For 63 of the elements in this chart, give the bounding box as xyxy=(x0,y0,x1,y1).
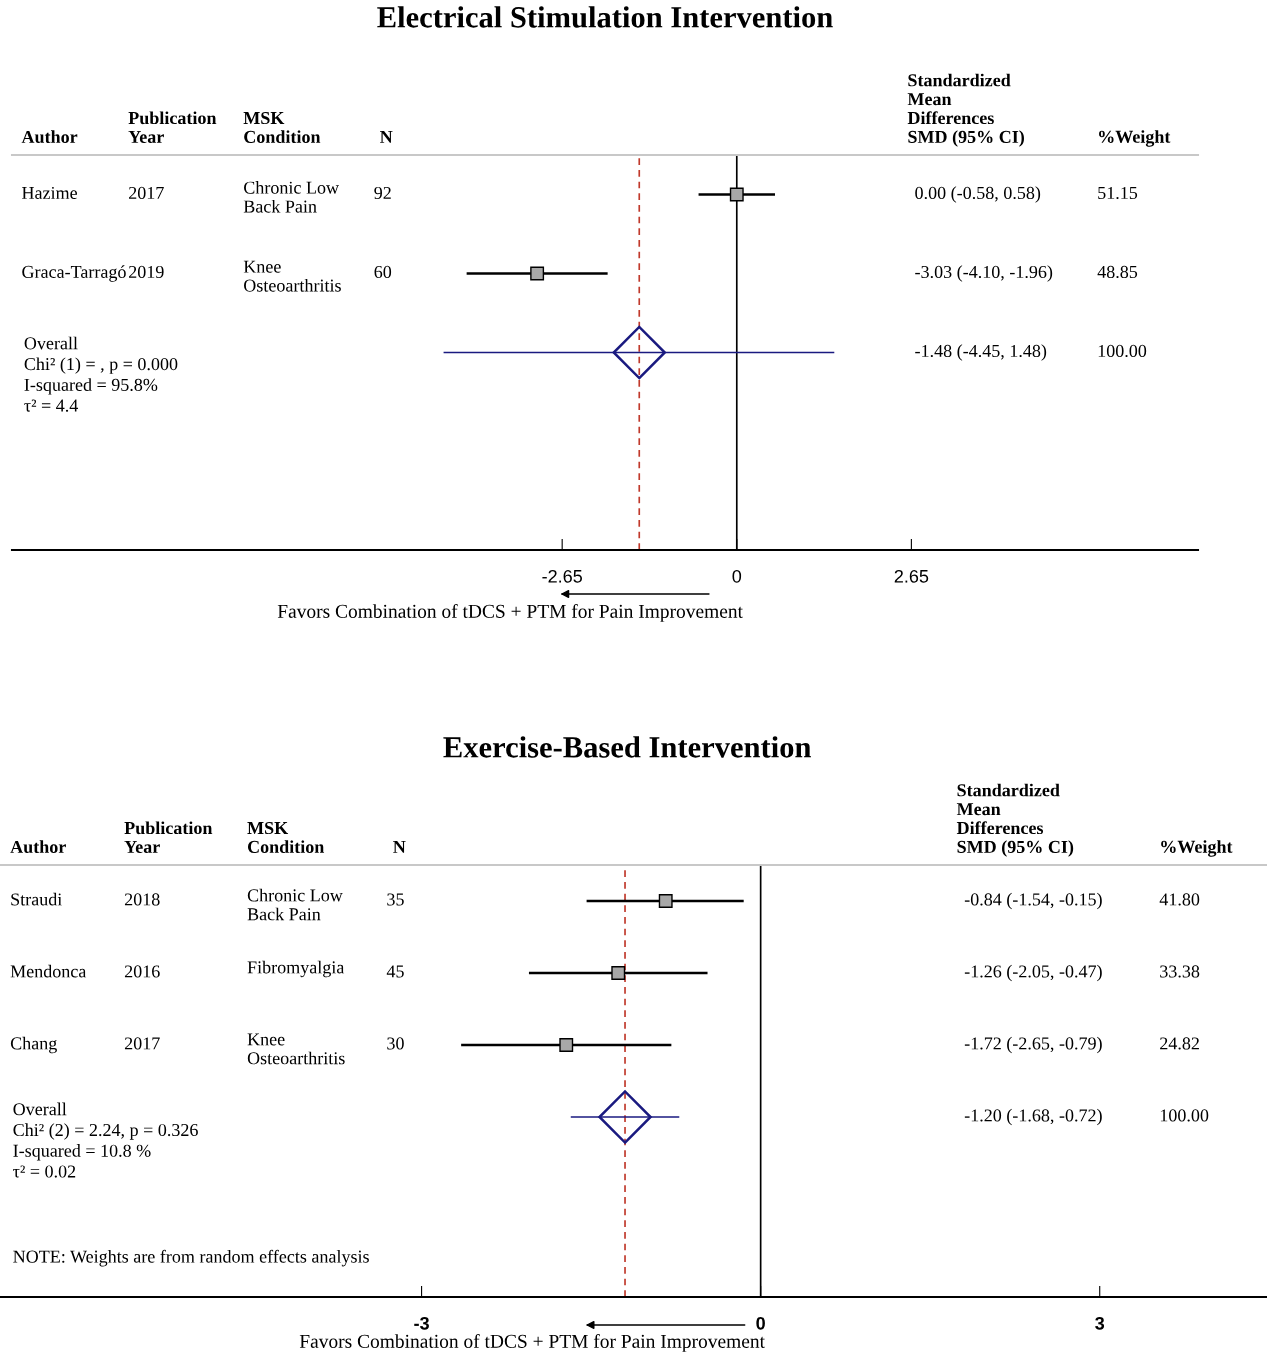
annotation: 41.80 xyxy=(1159,893,1200,906)
text: Author xyxy=(10,840,66,854)
annotation: Overall Chi² (1) = , p = 0.000 I-squared = 95.8% τ² = 4.4 xyxy=(24,336,178,412)
annotation: 100.00 xyxy=(1098,344,1147,358)
annotation: 92 xyxy=(374,186,391,200)
text: N xyxy=(393,841,406,853)
x-tick-label: 0 xyxy=(732,569,742,583)
annotation: 2018 xyxy=(124,893,160,906)
annotation: 45 xyxy=(386,965,404,978)
annotation: Chronic Low Back Pain xyxy=(247,888,343,921)
point xyxy=(658,894,673,908)
point xyxy=(611,966,626,980)
text: %Weight xyxy=(1099,130,1171,147)
category-label: Hazime xyxy=(22,186,77,200)
annotation: 2017 xyxy=(129,186,164,200)
annotation: 60 xyxy=(374,265,392,279)
annotation: Overall Chi² (2) = 2.24, p = 0.326 I-squared = 10.8 % τ² = 0.02 xyxy=(13,1102,198,1178)
annotation: Knee Osteoarthritis xyxy=(247,1033,345,1065)
text: Standardized Mean Differences SMD (95% CI) xyxy=(956,783,1074,857)
category-label: Graca-Tarragó xyxy=(22,265,126,282)
annotation: Chronic Low Back Pain xyxy=(243,181,339,213)
text: MSK Condition xyxy=(247,821,325,853)
annotation: -1.72 (-2.65, -0.79) xyxy=(964,1036,1102,1054)
annotation: 48.85 xyxy=(1097,265,1138,279)
chart-title: Electrical Stimulation Intervention xyxy=(377,6,833,28)
annotation: Fibromyalgia xyxy=(247,960,345,978)
annotation: 0.00 (-0.58, 0.58) xyxy=(915,186,1041,203)
text: N xyxy=(380,131,393,143)
x-tick-label: -3 xyxy=(414,1316,429,1330)
annotation: -1.26 (-2.05, -0.47) xyxy=(964,964,1102,982)
annotation: NOTE: Weights are from random effects analysis xyxy=(13,1249,369,1267)
annotation: -1.48 (-4.45, 1.48) xyxy=(915,344,1047,361)
annotation: 33.38 xyxy=(1160,965,1200,978)
x-tick-label: 3 xyxy=(1095,1316,1105,1330)
annotation: -0.84 (-1.54, -0.15) xyxy=(964,892,1102,910)
annotation: 24.82 xyxy=(1160,1037,1199,1050)
annotation: 51.15 xyxy=(1098,186,1138,200)
x-axis-title: Favors Combination of tDCS + PTM for Pain Improvement xyxy=(299,1334,765,1352)
text: Publication Year xyxy=(124,821,213,853)
text: %Weight xyxy=(1161,840,1233,857)
annotation: 2016 xyxy=(124,965,160,978)
text: Standardized Mean Differences SMD (95% CI) xyxy=(907,73,1024,147)
category-label: Chang xyxy=(10,1036,57,1054)
annotation: -3.03 (-4.10, -1.96) xyxy=(915,265,1053,282)
annotation: 100.00 xyxy=(1160,1109,1209,1122)
x-tick-label: 2.65 xyxy=(894,569,929,583)
chart-title: Exercise-Based Intervention xyxy=(443,736,812,758)
x-tick-label: -2.65 xyxy=(542,569,582,583)
category-label: Straudi xyxy=(11,892,62,906)
point xyxy=(559,1038,574,1052)
annotation: 2019 xyxy=(129,265,164,279)
category-label: Mendonca xyxy=(10,964,87,978)
text: MSK Condition xyxy=(243,111,321,143)
annotation: 30 xyxy=(387,1037,404,1050)
text: Author xyxy=(21,130,78,144)
annotation: 2017 xyxy=(124,1037,160,1050)
point xyxy=(598,1090,652,1144)
x-tick-label: 0 xyxy=(756,1316,765,1330)
annotation: 35 xyxy=(387,893,404,906)
annotation: Knee Osteoarthritis xyxy=(243,260,341,292)
annotation: -1.20 (-1.68, -0.72) xyxy=(964,1108,1102,1126)
x-axis-title: Favors Combination of tDCS + PTM for Pain Improvement xyxy=(277,604,743,622)
text: Publication Year xyxy=(128,111,217,143)
